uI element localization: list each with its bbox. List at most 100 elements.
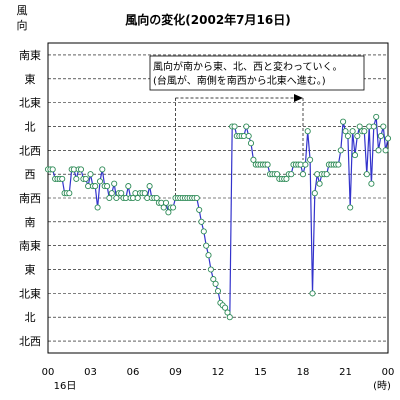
data-point	[214, 287, 222, 295]
data-point	[59, 175, 66, 182]
x-tick-label: 18	[297, 367, 310, 378]
y-axis-label: 風向	[17, 4, 28, 32]
data-point	[375, 147, 382, 154]
data-point	[226, 314, 233, 321]
data-point	[380, 123, 387, 130]
y-tick-label: 南東	[19, 49, 41, 62]
data-point	[337, 147, 344, 154]
data-point	[203, 242, 210, 249]
y-axis-label-char: 風	[17, 4, 28, 17]
data-point	[245, 132, 252, 140]
data-point	[347, 204, 354, 211]
data-point	[354, 132, 361, 140]
data-point	[356, 123, 363, 130]
data-point	[200, 228, 207, 235]
y-tick-label: 南西	[19, 192, 41, 205]
data-point	[212, 280, 219, 287]
data-point	[113, 194, 120, 202]
data-point	[340, 118, 347, 125]
data-point	[205, 252, 212, 259]
data-point	[247, 140, 255, 147]
y-tick-label: 北東	[19, 287, 41, 300]
series-markers	[44, 113, 392, 321]
x-tick-label: 15	[254, 367, 267, 378]
data-point	[323, 171, 330, 178]
y-tick-label: 東	[25, 73, 36, 86]
data-point	[125, 183, 132, 190]
data-point	[196, 206, 203, 213]
data-point	[198, 218, 205, 225]
data-point	[384, 135, 392, 142]
data-point	[210, 276, 217, 283]
data-point	[368, 180, 375, 187]
data-point	[77, 166, 85, 173]
data-point	[49, 166, 56, 173]
data-point	[111, 180, 118, 187]
y-tick-label: 北西	[19, 335, 41, 348]
data-point	[165, 209, 172, 216]
data-point	[82, 175, 89, 182]
data-point	[373, 113, 380, 120]
data-point	[87, 171, 94, 178]
data-point	[377, 132, 384, 140]
data-point	[361, 128, 368, 135]
annotation-arrow-head	[294, 94, 303, 102]
y-axis-label-char: 向	[17, 18, 28, 32]
chart-title: 風向の変化(2002年7月16日)	[125, 12, 290, 27]
date-label: 16日	[54, 381, 77, 392]
annotation: 風向が南から東、北、西と変わっていく。 (台風が、南側を南西から北東へ進む。)	[149, 55, 365, 200]
data-point	[243, 123, 250, 130]
data-point	[141, 190, 148, 197]
data-point	[311, 190, 318, 197]
data-point	[92, 183, 99, 190]
data-point	[363, 171, 370, 178]
data-point	[304, 128, 311, 135]
x-tick-label: 03	[84, 367, 97, 378]
data-point	[250, 156, 257, 163]
data-point	[307, 156, 314, 163]
x-tick-label: 00	[382, 367, 395, 378]
x-tick-label: 12	[212, 367, 225, 378]
data-point	[288, 171, 295, 178]
data-point	[99, 166, 106, 173]
y-tick-label: 西	[25, 168, 36, 181]
y-tick-label: 北	[25, 120, 36, 133]
data-point	[370, 123, 377, 130]
data-point	[342, 128, 349, 135]
data-point	[170, 204, 177, 211]
data-point	[316, 180, 323, 187]
data-point	[108, 190, 115, 197]
data-point	[94, 204, 101, 211]
data-point	[134, 194, 141, 202]
y-tick-label: 北	[25, 311, 36, 324]
data-point	[382, 147, 389, 154]
data-point	[104, 183, 111, 190]
data-point	[106, 194, 113, 202]
data-point	[153, 194, 160, 202]
annotation-line-1: 風向が南から東、北、西と変わっていく。	[153, 60, 343, 73]
x-tick-label: 21	[339, 367, 352, 378]
data-point	[160, 204, 167, 211]
data-point	[224, 309, 231, 316]
data-point	[299, 171, 307, 178]
x-tick-label: 00	[42, 367, 55, 378]
data-point	[283, 175, 290, 182]
y-tick-label: 南	[25, 216, 36, 229]
x-tick-labels: 00 03 06 09 12 15 18 21 00	[42, 367, 395, 378]
data-point	[231, 123, 238, 130]
data-point	[162, 199, 170, 206]
data-point	[222, 304, 229, 311]
data-point	[351, 152, 359, 159]
x-tick-label: 09	[169, 367, 182, 378]
data-point	[344, 132, 351, 140]
data-point	[302, 161, 309, 168]
data-point	[335, 161, 342, 168]
y-tick-label: 東	[25, 264, 36, 277]
data-point	[73, 175, 80, 182]
data-point	[349, 128, 356, 135]
y-tick-label: 南東	[19, 240, 41, 253]
annotation-box	[149, 55, 365, 91]
x-tick-label: 06	[127, 367, 140, 378]
